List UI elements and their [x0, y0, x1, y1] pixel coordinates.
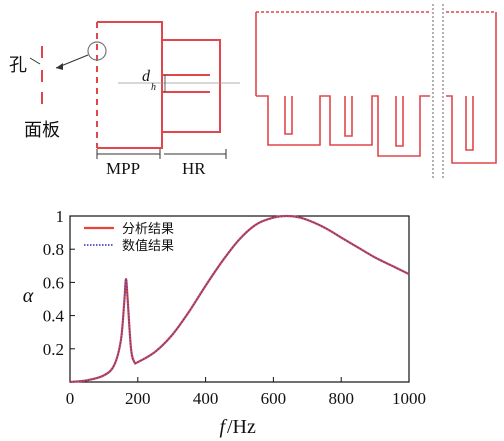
array-bottom-profile-right: [446, 95, 497, 164]
array-neck-2: [344, 96, 353, 137]
hr-label: HR: [182, 159, 206, 178]
y-axis-label: α: [23, 285, 34, 307]
array-neck-3: [395, 96, 404, 147]
array-neck-1: [284, 96, 293, 135]
x-axis-symbol: f: [219, 416, 227, 438]
legend-label: 分析结果: [122, 222, 174, 237]
hole-label: 孔: [9, 55, 27, 76]
y-tick-label: 0.8: [43, 240, 64, 259]
x-axis-unit: /Hz: [227, 416, 256, 438]
series-line-numerical: [69, 215, 410, 383]
panel-label: 面板: [24, 120, 60, 141]
hole-magnifier-circle: [87, 41, 107, 61]
hr-outer: [162, 39, 221, 133]
legend-label: 数值结果: [122, 238, 174, 254]
hole-label-arrow: [29, 57, 41, 65]
x-tick-label: 0: [66, 389, 75, 408]
mpp-label: MPP: [106, 159, 140, 178]
mpp-cavity: [97, 21, 163, 149]
mpp-hr-schematic: [41, 21, 221, 149]
x-tick-label: 400: [193, 389, 219, 408]
x-tick-label: 200: [125, 389, 151, 408]
x-tick-label: 1000: [392, 389, 426, 408]
plot-frame: [69, 215, 410, 383]
array-bottom-profile-left: [256, 95, 430, 157]
y-tick-label: 1: [56, 207, 65, 226]
x-tick-label: 600: [261, 389, 287, 408]
hole-pointer-arrowhead: [56, 63, 63, 70]
dim-subscript: h: [151, 82, 156, 93]
y-tick-label: 0.6: [43, 273, 64, 292]
series-line-analytical: [69, 214, 410, 384]
dim-symbol: d: [142, 68, 151, 85]
array-neck-4: [465, 96, 474, 151]
y-tick-label: 0.2: [43, 340, 64, 359]
array-schematic: [255, 11, 497, 164]
y-tick-label: 0.4: [43, 307, 65, 326]
x-tick-label: 800: [328, 389, 354, 408]
